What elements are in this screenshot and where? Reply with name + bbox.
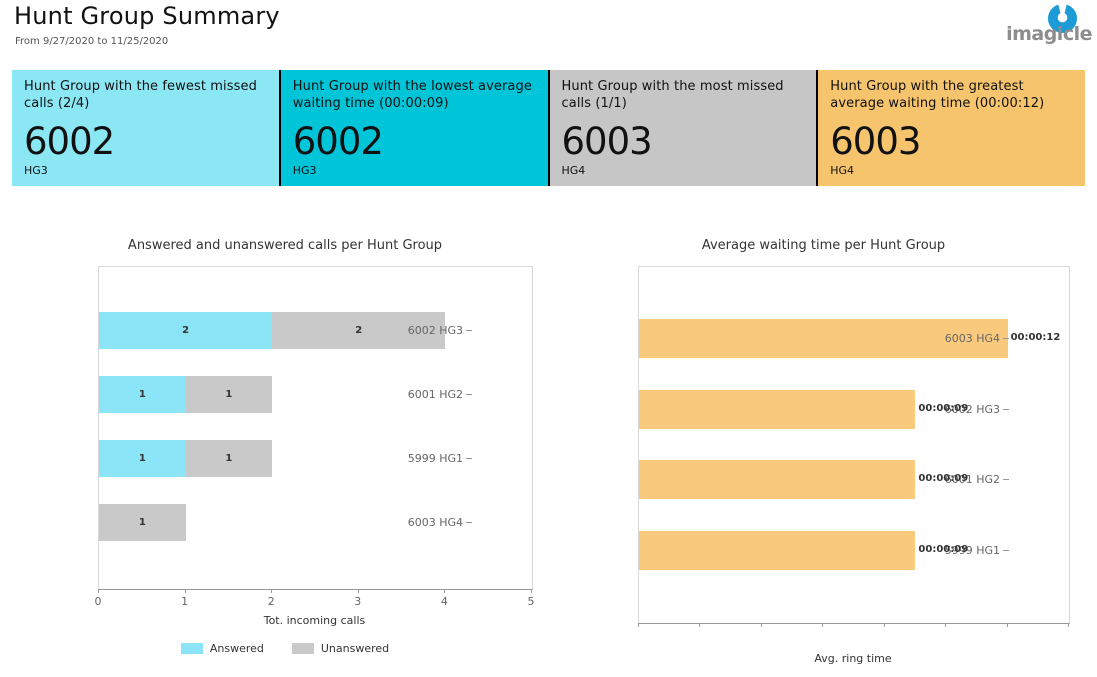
x-axis-label: Avg. ring time <box>814 652 892 665</box>
average-waiting-time-chart: Average waiting time per Hunt Group Avg.… <box>560 232 1087 677</box>
x-tick-label: 1 <box>181 595 189 608</box>
bar-segment-unanswered: 2 <box>272 312 446 349</box>
x-tick-mark <box>1068 623 1069 627</box>
x-tick-mark <box>945 623 947 627</box>
x-axis-label: Tot. incoming calls <box>263 614 366 627</box>
bar-value-label: 1 <box>225 389 233 400</box>
imagicle-logo-text: imagicle <box>1006 23 1092 45</box>
bar-value-label: 00:00:12 <box>1010 332 1061 343</box>
kpi-card-label: Hunt Group with the greatest average wai… <box>830 79 1045 111</box>
bar-value-label: 1 <box>138 389 146 400</box>
x-tick-mark <box>638 623 639 627</box>
bar-avg-ring-time <box>639 319 1008 358</box>
answered-unanswered-calls-chart: Answered and unanswered calls per Hunt G… <box>12 232 558 677</box>
y-tick-mark <box>1003 549 1009 551</box>
y-axis-label: 6003 HG4 <box>12 514 472 530</box>
x-tick-label: 5 <box>527 595 535 608</box>
x-tick-mark <box>184 589 186 593</box>
kpi-card-sublabel: HG4 <box>561 164 586 177</box>
y-axis-label: 6002 HG3 <box>12 322 472 338</box>
kpi-card-value: 6003 <box>561 120 653 164</box>
x-tick-label: 0 <box>94 595 102 608</box>
bar-avg-ring-time <box>639 390 916 429</box>
chart-title: Average waiting time per Hunt Group <box>701 238 946 253</box>
y-tick-mark <box>1003 408 1009 410</box>
y-tick-mark <box>466 329 472 331</box>
page-title: Hunt Group Summary <box>14 2 280 30</box>
legend-item: Unanswered <box>291 642 390 655</box>
kpi-card-label: Hunt Group with the fewest missed calls … <box>24 79 257 111</box>
legend-label: Unanswered <box>320 642 390 655</box>
y-axis-label: 6003 HG4 <box>560 330 1009 346</box>
y-tick-mark <box>466 521 472 523</box>
bar-segment-unanswered: 1 <box>185 440 273 477</box>
kpi-card-value: 6002 <box>24 120 115 164</box>
plot-area <box>638 266 1070 624</box>
kpi-card: Hunt Group with the most missed calls (1… <box>547 70 817 186</box>
kpi-cards: Hunt Group with the fewest missed calls … <box>12 70 1085 186</box>
legend-label: Answered <box>209 642 264 655</box>
bar-value-label: 1 <box>225 453 233 464</box>
bar-avg-ring-time <box>639 460 916 499</box>
y-axis-label: 6001 HG2 <box>12 386 472 402</box>
x-tick-mark <box>760 623 762 627</box>
x-tick-mark <box>822 623 824 627</box>
bar-value-label: 00:00:09 <box>918 473 969 484</box>
bar-segment-unanswered: 1 <box>99 504 186 541</box>
x-tick-mark <box>357 589 359 593</box>
bar-value-label: 1 <box>138 453 146 464</box>
legend-item: Answered <box>180 642 264 655</box>
imagicle-logo: imagicle <box>1001 2 1093 50</box>
bar-value-label: 00:00:09 <box>918 403 969 414</box>
kpi-card-value: 6002 <box>292 120 384 164</box>
kpi-card-value: 6003 <box>830 120 921 164</box>
x-tick-label: 2 <box>267 595 275 608</box>
x-tick-mark <box>1006 623 1008 627</box>
y-tick-mark <box>1003 478 1009 480</box>
x-tick-mark <box>883 623 885 627</box>
kpi-card-label: Hunt Group with the most missed calls (1… <box>561 79 784 111</box>
bar-segment-answered: 1 <box>99 440 186 477</box>
kpi-card: Hunt Group with the fewest missed calls … <box>12 70 279 186</box>
legend-swatch <box>291 643 314 654</box>
y-tick-mark <box>466 393 472 395</box>
y-axis-label: 5999 HG1 <box>12 450 472 466</box>
report-date-range: From 9/27/2020 to 11/25/2020 <box>15 36 169 47</box>
bar-segment-answered: 1 <box>99 376 186 413</box>
x-tick-mark <box>98 589 99 593</box>
imagicle-logo-icon <box>1047 3 1078 34</box>
x-tick-label: 4 <box>440 595 448 608</box>
x-tick-mark <box>699 623 701 627</box>
bar-value-label: 00:00:09 <box>918 544 969 555</box>
plot-area: 2 2 1 1 1 1 1 <box>98 266 533 590</box>
x-tick-mark <box>531 589 532 593</box>
bar-value-label: 2 <box>182 325 190 336</box>
x-tick-mark <box>444 589 446 593</box>
y-axis-label: 6002 HG3 <box>560 401 1009 417</box>
chart-legend: Answered Unanswered <box>12 642 558 655</box>
bar-segment-unanswered: 1 <box>185 376 273 413</box>
x-tick-mark <box>271 589 273 593</box>
bar-segment-answered: 2 <box>99 312 273 349</box>
y-tick-mark <box>1003 337 1009 339</box>
y-axis-label: 6001 HG2 <box>560 471 1009 487</box>
chart-title: Answered and unanswered calls per Hunt G… <box>127 238 443 253</box>
bar-avg-ring-time <box>639 531 916 570</box>
bar-value-label: 2 <box>355 325 363 336</box>
kpi-card-sublabel: HG3 <box>24 164 48 177</box>
x-tick-label: 3 <box>354 595 362 608</box>
legend-swatch <box>180 643 203 654</box>
kpi-card-sublabel: HG3 <box>292 164 317 177</box>
kpi-card-label: Hunt Group with the lowest average waiti… <box>292 79 532 111</box>
kpi-card-sublabel: HG4 <box>830 164 855 177</box>
bar-value-label: 1 <box>138 517 146 528</box>
y-tick-mark <box>466 457 472 459</box>
kpi-card: Hunt Group with the greatest average wai… <box>816 70 1085 186</box>
y-axis-label: 5999 HG1 <box>560 542 1009 558</box>
kpi-card: Hunt Group with the lowest average waiti… <box>278 70 548 186</box>
